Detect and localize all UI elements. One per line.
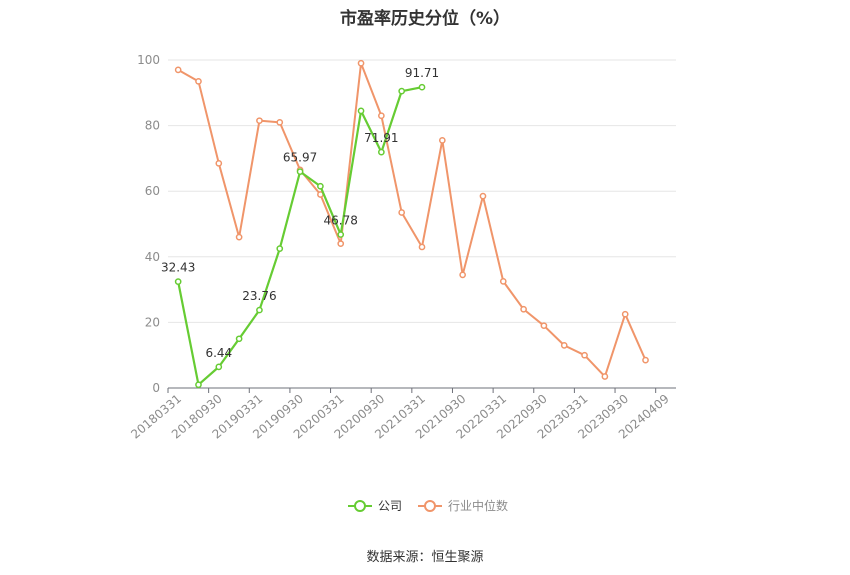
data-point-industry <box>378 112 385 120</box>
data-point-industry <box>235 233 243 241</box>
data-label: 6.44 <box>205 346 232 360</box>
legend-label-industry: 行业中位数 <box>448 498 508 513</box>
data-point-industry <box>357 59 365 67</box>
data-point-industry <box>398 209 406 216</box>
data-point-industry <box>520 305 527 313</box>
data-point-company <box>398 87 406 95</box>
data-point-industry <box>621 310 629 318</box>
data-point-company <box>378 148 385 156</box>
data-point-company <box>174 278 182 285</box>
data-point-industry <box>601 373 609 380</box>
data-point-company <box>337 231 345 238</box>
data-point-industry <box>560 342 568 349</box>
data-point-industry <box>256 117 263 125</box>
data-point-company <box>418 83 426 91</box>
y-tick-label: 100 <box>137 53 160 67</box>
data-point-company <box>235 335 243 343</box>
data-point-company <box>317 182 324 190</box>
y-tick-label: 80 <box>145 119 160 133</box>
data-point-industry <box>479 192 487 200</box>
chart-title: 市盈率历史分位（%） <box>339 9 511 29</box>
legend-swatch-marker <box>354 500 366 512</box>
data-point-industry <box>581 351 588 359</box>
data-label: 65.97 <box>283 151 317 165</box>
data-point-industry <box>276 118 284 126</box>
data-point-industry <box>215 159 223 167</box>
data-point-company <box>296 168 304 175</box>
data-point-company <box>215 363 223 371</box>
data-label: 32.43 <box>161 261 195 275</box>
data-point-industry <box>499 278 507 285</box>
data-label: 46.78 <box>324 214 358 228</box>
data-point-industry <box>438 137 446 144</box>
data-label: 71.91 <box>364 131 398 145</box>
legend-label-company: 公司 <box>378 499 402 513</box>
data-point-industry <box>540 322 548 330</box>
data-point-industry <box>459 271 466 279</box>
data-point-company <box>256 306 263 314</box>
data-point-company <box>195 381 202 389</box>
data-point-industry <box>195 77 202 85</box>
series-line-industry <box>177 62 647 378</box>
data-point-industry <box>642 356 649 364</box>
data-label: 91.71 <box>405 66 439 80</box>
y-tick-label: 40 <box>145 250 160 264</box>
data-point-industry <box>174 66 182 74</box>
legend-swatch-marker <box>424 500 436 512</box>
data-point-company <box>276 245 284 252</box>
y-tick-label: 0 <box>152 381 160 395</box>
y-tick-label: 60 <box>145 184 160 198</box>
data-point-company <box>357 107 365 115</box>
data-point-industry <box>337 240 345 248</box>
data-label: 23.76 <box>242 289 276 303</box>
data-source-note: 数据来源：恒生聚源 <box>366 550 484 565</box>
y-tick-label: 20 <box>145 315 160 329</box>
data-point-industry <box>418 243 426 251</box>
